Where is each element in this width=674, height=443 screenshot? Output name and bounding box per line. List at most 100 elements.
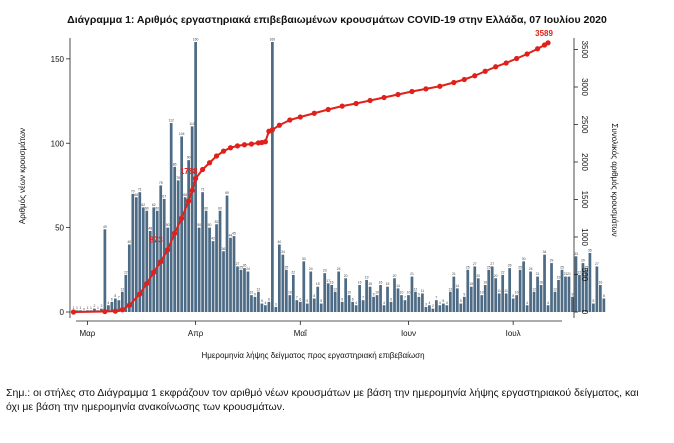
bar	[564, 276, 567, 312]
y-right-tick-label: 3000	[580, 78, 589, 96]
bar-value-label: 9	[373, 292, 375, 296]
bar-value-label: 2	[432, 304, 434, 308]
bar-value-label: 69	[225, 191, 229, 195]
bar	[138, 192, 142, 312]
cumulative-point	[151, 269, 157, 275]
bar	[330, 285, 334, 312]
cumulative-point	[276, 122, 282, 128]
cumulative-point	[220, 148, 227, 154]
bar-value-label: 2	[100, 304, 102, 308]
bar-value-label: 30	[522, 257, 526, 261]
bar	[518, 269, 522, 312]
bar-value-label: 52	[215, 220, 219, 224]
bar	[183, 197, 187, 312]
cumulative-point	[461, 76, 467, 83]
cumulative-point	[70, 309, 77, 315]
bar-value-label: 11	[421, 289, 425, 293]
bar-value-label: 20	[344, 274, 348, 278]
bar	[218, 210, 222, 312]
bar-value-label: 8	[603, 294, 605, 298]
bar-value-label: 78	[176, 176, 180, 180]
bar	[281, 254, 285, 313]
bar	[176, 180, 180, 313]
cumulative-point	[213, 153, 220, 159]
bar	[127, 244, 131, 312]
bar-value-label: 34	[543, 250, 547, 254]
bar-value-label: 75	[159, 181, 163, 185]
bar-value-label: 10	[480, 291, 484, 295]
bar	[166, 227, 170, 313]
bar	[445, 305, 449, 312]
footnote: Σημ.: οι στήλες στο Διάγραμμα 1 εκφράζου…	[6, 387, 639, 413]
bar-value-label: 4	[439, 301, 441, 305]
bar	[487, 269, 491, 312]
bar	[483, 285, 487, 312]
bar-value-label: 71	[138, 188, 142, 192]
bar-value-label: 1	[90, 306, 92, 310]
bar-value-label: 49	[103, 225, 107, 229]
bar-value-label: 10	[250, 291, 254, 295]
bar-value-label: 10	[375, 291, 379, 295]
cumulative-point	[297, 114, 303, 120]
bar	[187, 160, 190, 313]
bar	[267, 301, 271, 313]
bar	[323, 273, 327, 312]
bar	[222, 251, 225, 312]
bar	[602, 298, 606, 312]
cumulative-point	[423, 86, 429, 92]
bar	[529, 271, 532, 312]
cumulative-point	[119, 307, 125, 313]
bar	[393, 278, 396, 312]
bar	[414, 291, 417, 312]
bar	[295, 300, 299, 312]
bar	[424, 306, 428, 312]
bar	[588, 252, 592, 312]
bar-value-label: 7	[296, 296, 298, 300]
bar-value-label: 4	[383, 301, 385, 305]
cumulative-point	[381, 94, 387, 101]
bar	[438, 305, 442, 312]
cumulative-point	[409, 88, 415, 95]
bar	[250, 295, 253, 313]
bar	[284, 269, 288, 312]
bar	[476, 278, 480, 312]
bar-value-label: 60	[145, 206, 149, 210]
bar	[567, 276, 571, 312]
cumulative-point	[482, 68, 488, 74]
bar	[271, 42, 274, 312]
cumulative-point	[206, 160, 213, 166]
bar-value-label: 9	[572, 292, 574, 296]
bar	[403, 300, 407, 312]
cumulative-point	[112, 308, 118, 314]
bar-value-label: 27	[595, 262, 599, 266]
cumulative-point	[451, 79, 457, 86]
bar-value-label: 15	[368, 282, 372, 286]
bar	[302, 261, 306, 313]
bar-value-label: 7	[362, 296, 364, 300]
bar-value-label: 5	[261, 299, 263, 303]
bar	[340, 301, 344, 313]
bar	[117, 300, 121, 312]
bar-value-label: 3	[425, 302, 427, 306]
bar-value-label: 62	[141, 203, 145, 207]
bar-value-label: 5	[442, 299, 444, 303]
bar-value-label: 4	[428, 301, 430, 305]
bar-value-label: 25	[585, 265, 589, 269]
bar	[428, 305, 431, 312]
bar	[257, 291, 260, 312]
cumulative-point	[339, 103, 345, 109]
bar-value-label: 24	[309, 267, 313, 271]
cumulative-point	[165, 247, 171, 253]
bar-value-label: 6	[268, 297, 270, 301]
bar	[333, 291, 337, 312]
bar-value-label: 45	[232, 232, 236, 236]
x-tick-label: Μαΐ	[294, 329, 308, 338]
bar-value-label: 50	[166, 223, 170, 227]
bar	[305, 303, 309, 312]
y-right-tick-label: 0	[580, 310, 589, 315]
bar	[124, 274, 128, 313]
bar-value-label: 48	[148, 227, 152, 231]
bar	[407, 295, 410, 313]
bar-value-label: 15	[469, 282, 473, 286]
